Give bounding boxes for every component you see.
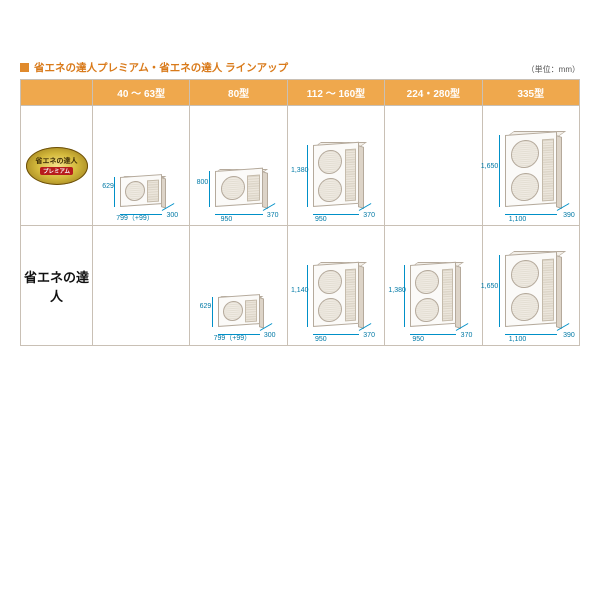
lineup-cell: 1,650 1,100 390	[482, 226, 579, 346]
title-bullet-icon	[20, 63, 29, 72]
ac-unit-diagram: 1,140 950 370	[313, 265, 359, 327]
lineup-cell: 800 950 370	[190, 106, 287, 226]
badge-line2: プレミアム	[40, 167, 73, 175]
ac-unit-diagram: 1,380 950 370	[313, 145, 359, 207]
dim-height: 1,650	[481, 283, 499, 290]
lineup-cell	[385, 106, 482, 226]
col-header: 40 ～ 63型	[93, 80, 190, 106]
dim-depth: 300	[264, 332, 276, 339]
dim-depth: 370	[363, 332, 375, 339]
dim-height: 1,650	[481, 163, 499, 170]
lineup-cell: 1,650 1,100 390	[482, 106, 579, 226]
dim-depth: 370	[461, 332, 473, 339]
page-title: 省エネの達人プレミアム・省エネの達人 ラインアップ	[34, 60, 288, 75]
lineup-cell: 1,380 950 370	[287, 106, 384, 226]
col-header: 335型	[482, 80, 579, 106]
premium-badge-icon: 省エネの達人 プレミアム	[26, 147, 88, 185]
lineup-cell: 629 799（+99） 300	[190, 226, 287, 346]
lineup-cell	[93, 226, 190, 346]
row-label: 省エネの達人	[21, 226, 93, 346]
row-label: 省エネの達人 プレミアム	[21, 106, 93, 226]
dim-depth: 390	[563, 332, 575, 339]
dim-width: 1,100	[509, 336, 527, 343]
lineup-cell: 629 799（+99） 300	[93, 106, 190, 226]
dim-width: 1,100	[509, 216, 527, 223]
header: 省エネの達人プレミアム・省エネの達人 ラインアップ （単位：mm）	[20, 60, 580, 75]
table-row: 省エネの達人 プレミアム 629 799（+99） 300	[21, 106, 580, 226]
dim-width: 799（+99）	[116, 213, 154, 223]
dim-depth: 370	[267, 212, 279, 219]
title-group: 省エネの達人プレミアム・省エネの達人 ラインアップ	[20, 60, 288, 75]
row-label-text: 省エネの達人	[24, 270, 89, 304]
column-header-row: 40 ～ 63型 80型 112 ～ 160型 224・280型 335型	[21, 80, 580, 106]
ac-unit-diagram: 629 799（+99） 300	[218, 297, 260, 327]
unit-label: （単位：mm）	[527, 64, 580, 75]
dim-width: 950	[221, 216, 233, 223]
dim-height: 629	[102, 183, 114, 190]
dim-height: 1,140	[291, 287, 309, 294]
lineup-table: 40 ～ 63型 80型 112 ～ 160型 224・280型 335型 省エ…	[20, 79, 580, 346]
lineup-cell: 1,380 950 370	[385, 226, 482, 346]
ac-unit-diagram: 1,650 1,100 390	[505, 255, 557, 327]
dim-width: 950	[315, 216, 327, 223]
col-header: 224・280型	[385, 80, 482, 106]
dim-width: 799（+99）	[214, 333, 252, 343]
dim-width: 950	[315, 336, 327, 343]
dim-height: 1,380	[388, 287, 406, 294]
dim-depth: 300	[167, 212, 179, 219]
dim-height: 629	[200, 303, 212, 310]
ac-unit-diagram: 629 799（+99） 300	[120, 177, 162, 207]
col-header: 80型	[190, 80, 287, 106]
dim-width: 950	[412, 336, 424, 343]
dim-height: 1,380	[291, 167, 309, 174]
col-header: 112 ～ 160型	[287, 80, 384, 106]
table-row: 省エネの達人 629 799（+99） 300	[21, 226, 580, 346]
ac-unit-diagram: 1,380 950 370	[410, 265, 456, 327]
ac-unit-diagram: 800 950 370	[215, 171, 263, 207]
dim-depth: 390	[563, 212, 575, 219]
ac-unit-diagram: 1,650 1,100 390	[505, 135, 557, 207]
dim-depth: 370	[363, 212, 375, 219]
blank-header	[21, 80, 93, 106]
lineup-cell: 1,140 950 370	[287, 226, 384, 346]
dim-height: 800	[197, 179, 209, 186]
badge-line1: 省エネの達人	[36, 156, 78, 166]
